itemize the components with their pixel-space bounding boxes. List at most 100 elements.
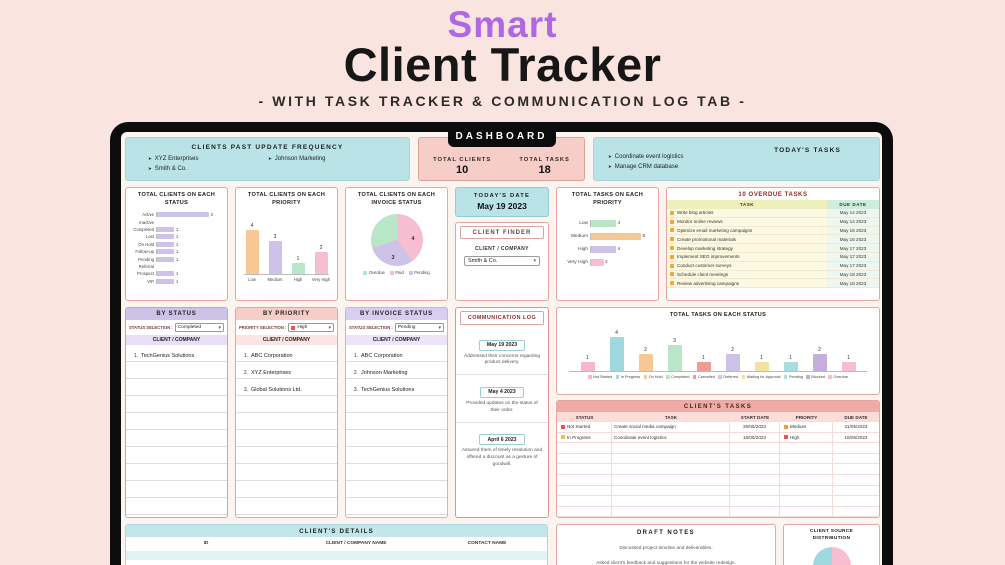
legend-item: Overdue: [828, 375, 848, 379]
bar: [638, 353, 653, 371]
chart-bar-column: 1: [580, 355, 596, 371]
client-list-row: [126, 498, 227, 515]
by-invoice-selection: STATUS SELECTION : Pending ▾: [346, 320, 447, 335]
log-entry-date: May 4 2023: [480, 386, 524, 398]
legend-label: Pending: [788, 375, 803, 380]
overdue-task-row: Develop marketing strategy May 17 2023: [667, 244, 879, 253]
client-list-row: 1. TechGenius Solutions: [126, 345, 227, 362]
total-tasks: TOTAL TASKS 18: [519, 157, 570, 176]
legend-label: Pending: [414, 270, 430, 276]
task-item-label: Manage CRM database: [614, 164, 679, 170]
col-priority: PRIORITY: [795, 414, 818, 420]
task-row: [557, 464, 879, 475]
bar: [314, 252, 328, 275]
task-item: ➤ XYZ Enterprises: [148, 154, 268, 164]
bar: [725, 353, 740, 371]
legend-swatch: [408, 270, 413, 275]
column-header: CLIENT / COMPANY NAME: [325, 541, 387, 546]
bar-category-label: Pending: [138, 256, 154, 262]
legend-label: Blocked: [811, 375, 825, 380]
row-number: 1.: [353, 352, 358, 359]
chevron-down-icon: ▾: [328, 324, 331, 331]
client-list-row: [236, 464, 337, 481]
overdue-task-name: Review advertising campaigns: [677, 280, 740, 286]
empty-cell: [557, 453, 612, 464]
bar-value-label: 2: [319, 245, 323, 252]
hero-title-main: Client Tracker: [343, 38, 662, 91]
empty-cell: [730, 443, 780, 453]
col-status: STATUS: [575, 414, 594, 420]
bar-value-label: 3: [273, 234, 277, 241]
draft-notes-title: DRAFT NOTES: [636, 530, 696, 536]
bar-value-label: 1: [789, 355, 792, 362]
by-status-selection: STATUS SELECTION : Completed ▾: [126, 320, 227, 335]
clients-by-priority-chart: 4 3 1 2: [244, 213, 329, 276]
empty-cell: [833, 475, 879, 485]
overdue-task-due: May 17 2023: [827, 261, 879, 270]
bar-zone: 3: [156, 212, 224, 218]
by-priority-panel: BY PRIORITY PRIORITY SELECTION : High ▾ …: [235, 307, 338, 518]
client-source-title: CLIENT SOURCE DISTRIBUTION: [809, 529, 854, 541]
status-selection-dropdown[interactable]: Completed ▾: [174, 323, 224, 332]
col-start-date: START DATE: [740, 414, 770, 420]
bar-zone: 1: [156, 249, 224, 255]
chart-bar-column: 3: [268, 234, 283, 275]
chart-bar-column: 2: [812, 347, 828, 371]
bar-category-label: Low: [248, 277, 256, 283]
bar-value-label: 1: [175, 249, 179, 255]
empty-cell: [833, 496, 879, 506]
task-item-label: Smith & Co.: [154, 166, 187, 172]
legend-label: Waiting for Approval: [746, 375, 781, 380]
hero-subtitle: - WITH TASK TRACKER & COMMUNICATION LOG …: [258, 93, 747, 109]
bar-zone: 4: [590, 219, 655, 228]
bar: [783, 362, 798, 371]
legend-label: Deferred: [723, 375, 739, 380]
client-name: ABC Corporation: [251, 352, 293, 359]
task-row: [557, 506, 879, 517]
clients-by-status-title: TOTAL CLIENTS ON EACH STATUS: [137, 192, 216, 206]
overdue-task-due: May 16 2023: [827, 226, 879, 235]
overdue-task-row: Implement SEO improvements May 17 2023: [667, 252, 879, 262]
log-entry: April 6 2023 Assured them of timely resol…: [456, 423, 548, 476]
client-finder-field-label: CLIENT / COMPANY: [475, 246, 529, 252]
task-bullet-icon: [670, 263, 674, 268]
invoice-selection-dropdown[interactable]: Pending ▾: [394, 323, 444, 332]
by-priority-title: BY PRIORITY: [236, 308, 337, 320]
priority-selection-dropdown[interactable]: High ▾: [288, 323, 334, 332]
client-list-row: [346, 396, 447, 413]
bar-value-label: 3: [673, 338, 676, 345]
legend-swatch: [588, 375, 592, 379]
row-number: 3.: [243, 386, 248, 393]
chart-bar-column: 2: [725, 347, 741, 371]
bar: [157, 278, 175, 284]
task-item-label: Coordinate event logistics: [614, 154, 684, 160]
chart-bar-column: 4: [245, 223, 260, 275]
overdue-task-name: Schedule client meetings: [677, 271, 729, 277]
draft-notes-body: Discussed project timeline and deliverab…: [557, 546, 775, 565]
empty-cell: [730, 464, 780, 474]
invoice-selected-value: Pending: [397, 325, 416, 330]
pie-value-label: 4: [411, 236, 415, 243]
by-status-list-header: CLIENT / COMPANY: [126, 335, 227, 345]
chart-bar-column: 2: [638, 347, 654, 371]
client-finder-dropdown[interactable]: Smith & Co. ▾: [464, 256, 540, 266]
task-bullet-icon: [670, 281, 674, 286]
log-entry: May 4 2023 Provided updates on the status…: [456, 375, 548, 423]
bar-category-label: Referral: [138, 264, 154, 270]
chevron-down-icon: ▾: [533, 258, 536, 264]
chart-bar-row: Pending 1: [126, 255, 227, 262]
empty-cell: [833, 486, 879, 496]
empty-cell: [730, 485, 780, 496]
start-date-cell: 26/05/2023: [730, 422, 780, 432]
bar-zone: 1: [156, 278, 224, 284]
bar-value-label: 3: [210, 212, 213, 218]
tasks-by-status-chart: 1 4 2 3 1 2 1 1 2 1: [569, 324, 867, 372]
bar-category-label: Prospect: [137, 271, 154, 277]
bar-value-label: 4: [250, 223, 254, 230]
total-tasks-label: TOTAL TASKS: [519, 157, 570, 163]
empty-cell: [780, 485, 833, 496]
row-number: 1.: [133, 352, 138, 359]
tasks-by-priority-title: TOTAL TASKS ON EACH PRIORITY: [571, 192, 644, 206]
update-frequency-title: CLIENTS PAST UPDATE FREQUENCY: [191, 144, 344, 151]
bar: [245, 230, 259, 275]
